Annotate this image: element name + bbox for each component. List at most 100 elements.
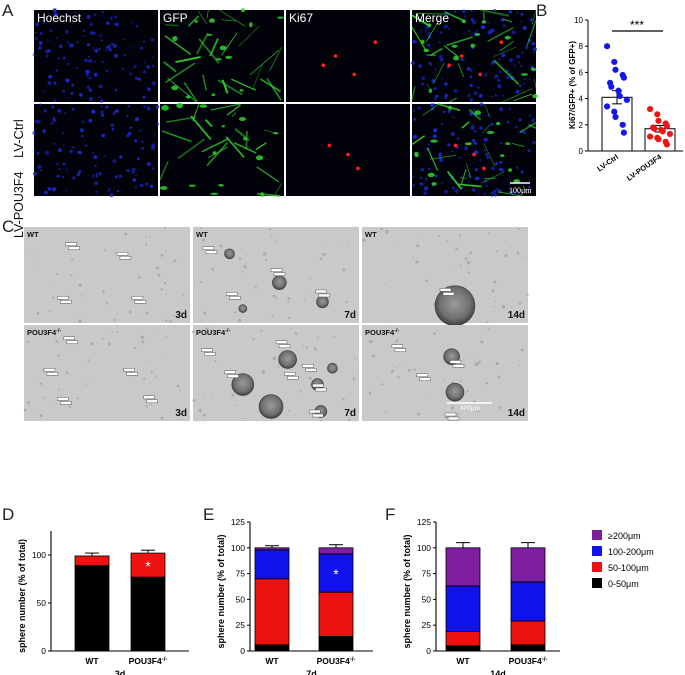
ki67-dot	[333, 54, 338, 58]
nucleus-dot	[140, 46, 143, 50]
debris-dot	[165, 250, 167, 252]
gfp-fiber	[422, 103, 439, 116]
gfp-cell-body	[431, 182, 437, 186]
nucleus-dot	[528, 78, 531, 81]
nucleus-dot	[517, 61, 521, 64]
nucleus-dot	[65, 189, 68, 192]
debris-dot	[437, 235, 440, 238]
debris-dot	[516, 251, 520, 255]
gfp-cell-body	[199, 104, 208, 108]
nucleus-dot	[84, 58, 88, 63]
nucleus-dot	[530, 65, 534, 69]
nucleus-dot	[87, 85, 90, 89]
nucleus-dot	[479, 159, 482, 162]
y-tick-label: 25	[422, 620, 432, 630]
data-point	[615, 87, 622, 94]
nucleus-dot	[57, 109, 62, 113]
gfp-fiber	[225, 136, 245, 159]
debris-dot	[52, 296, 55, 299]
debris-dot	[497, 375, 501, 379]
debris-dot	[272, 294, 276, 298]
nucleus-dot	[151, 38, 154, 42]
debris-dot	[395, 366, 398, 368]
debris-dot	[140, 335, 144, 340]
bar-segment	[130, 576, 166, 652]
nucleus-dot	[93, 72, 98, 77]
debris-dot	[486, 321, 489, 324]
ki67-dot	[499, 40, 504, 44]
nucleus-dot	[69, 43, 74, 48]
nucleus-dot	[82, 29, 86, 32]
nucleus-dot	[456, 137, 460, 140]
nucleus-dot	[481, 25, 486, 30]
nucleus-dot	[151, 143, 156, 148]
nucleus-dot	[413, 118, 416, 121]
debris-dot	[511, 306, 513, 308]
measurement-tag	[205, 250, 218, 254]
nucleus-dot	[52, 187, 57, 192]
gfp-fiber	[411, 26, 427, 52]
nucleus-dot	[114, 22, 118, 26]
panel-d-stacked-bar-3d: 0 50 100 sphere number (% of total) WT POU3F4…	[17, 531, 189, 675]
nucleus-dot	[92, 152, 95, 155]
debris-dot	[488, 232, 490, 235]
y-tick-label: 8	[579, 42, 584, 51]
gfp-fiber	[190, 115, 212, 141]
gfp-fiber	[269, 46, 283, 72]
debris-dot	[52, 403, 55, 406]
debris-dot	[391, 369, 394, 373]
gfp-fiber	[425, 20, 440, 43]
nucleus-dot	[478, 94, 483, 98]
neurosphere	[278, 350, 297, 369]
genotype-label: POU3F4-/-	[196, 328, 231, 337]
debris-dot	[466, 261, 471, 265]
nucleus-dot	[479, 114, 481, 116]
measurement-tag	[305, 368, 317, 372]
nucleus-dot	[66, 97, 68, 99]
nucleus-dot	[37, 164, 42, 169]
debris-dot	[69, 294, 71, 296]
nucleus-dot	[43, 109, 48, 113]
nucleus-dot	[85, 69, 90, 74]
nucleus-dot	[75, 67, 78, 69]
gfp-fiber	[175, 56, 201, 63]
ki67-dot	[327, 143, 332, 148]
debris-dot	[106, 301, 109, 305]
neurosphere	[258, 394, 284, 419]
nucleus-dot	[129, 72, 132, 75]
gfp-cell-body	[188, 184, 196, 187]
nucleus-dot	[40, 169, 43, 172]
debris-dot	[164, 281, 167, 285]
nucleus-dot	[93, 155, 98, 160]
nucleus-dot	[134, 139, 138, 143]
debris-dot	[474, 356, 476, 358]
gfp-fiber	[255, 142, 267, 151]
nucleus-dot	[101, 11, 105, 14]
nucleus-dot	[447, 143, 451, 147]
gfp-fiber	[206, 9, 209, 19]
data-point	[647, 105, 654, 113]
nucleus-dot	[116, 189, 120, 193]
bar-segment	[445, 630, 481, 647]
nucleus-dot	[433, 87, 437, 91]
micrograph-tile	[159, 102, 284, 198]
gfp-cell-body	[423, 48, 430, 53]
debris-dot	[265, 259, 268, 262]
measurement-tag	[119, 255, 132, 260]
nucleus-dot	[508, 183, 510, 186]
gfp-fiber	[164, 35, 192, 56]
data-point	[620, 129, 628, 136]
panel-label-a: A	[2, 1, 14, 20]
nucleus-dot	[62, 144, 65, 147]
gfp-fiber	[502, 88, 533, 103]
nucleus-dot	[96, 175, 98, 178]
nucleus-dot	[55, 175, 58, 178]
debris-dot	[156, 266, 160, 270]
nucleus-dot	[36, 151, 40, 156]
nucleus-dot	[156, 122, 160, 126]
gfp-fiber	[411, 86, 416, 100]
gfp-fiber	[217, 79, 243, 96]
nucleus-dot	[438, 41, 441, 44]
nucleus-dot	[475, 29, 478, 32]
debris-dot	[333, 336, 336, 338]
